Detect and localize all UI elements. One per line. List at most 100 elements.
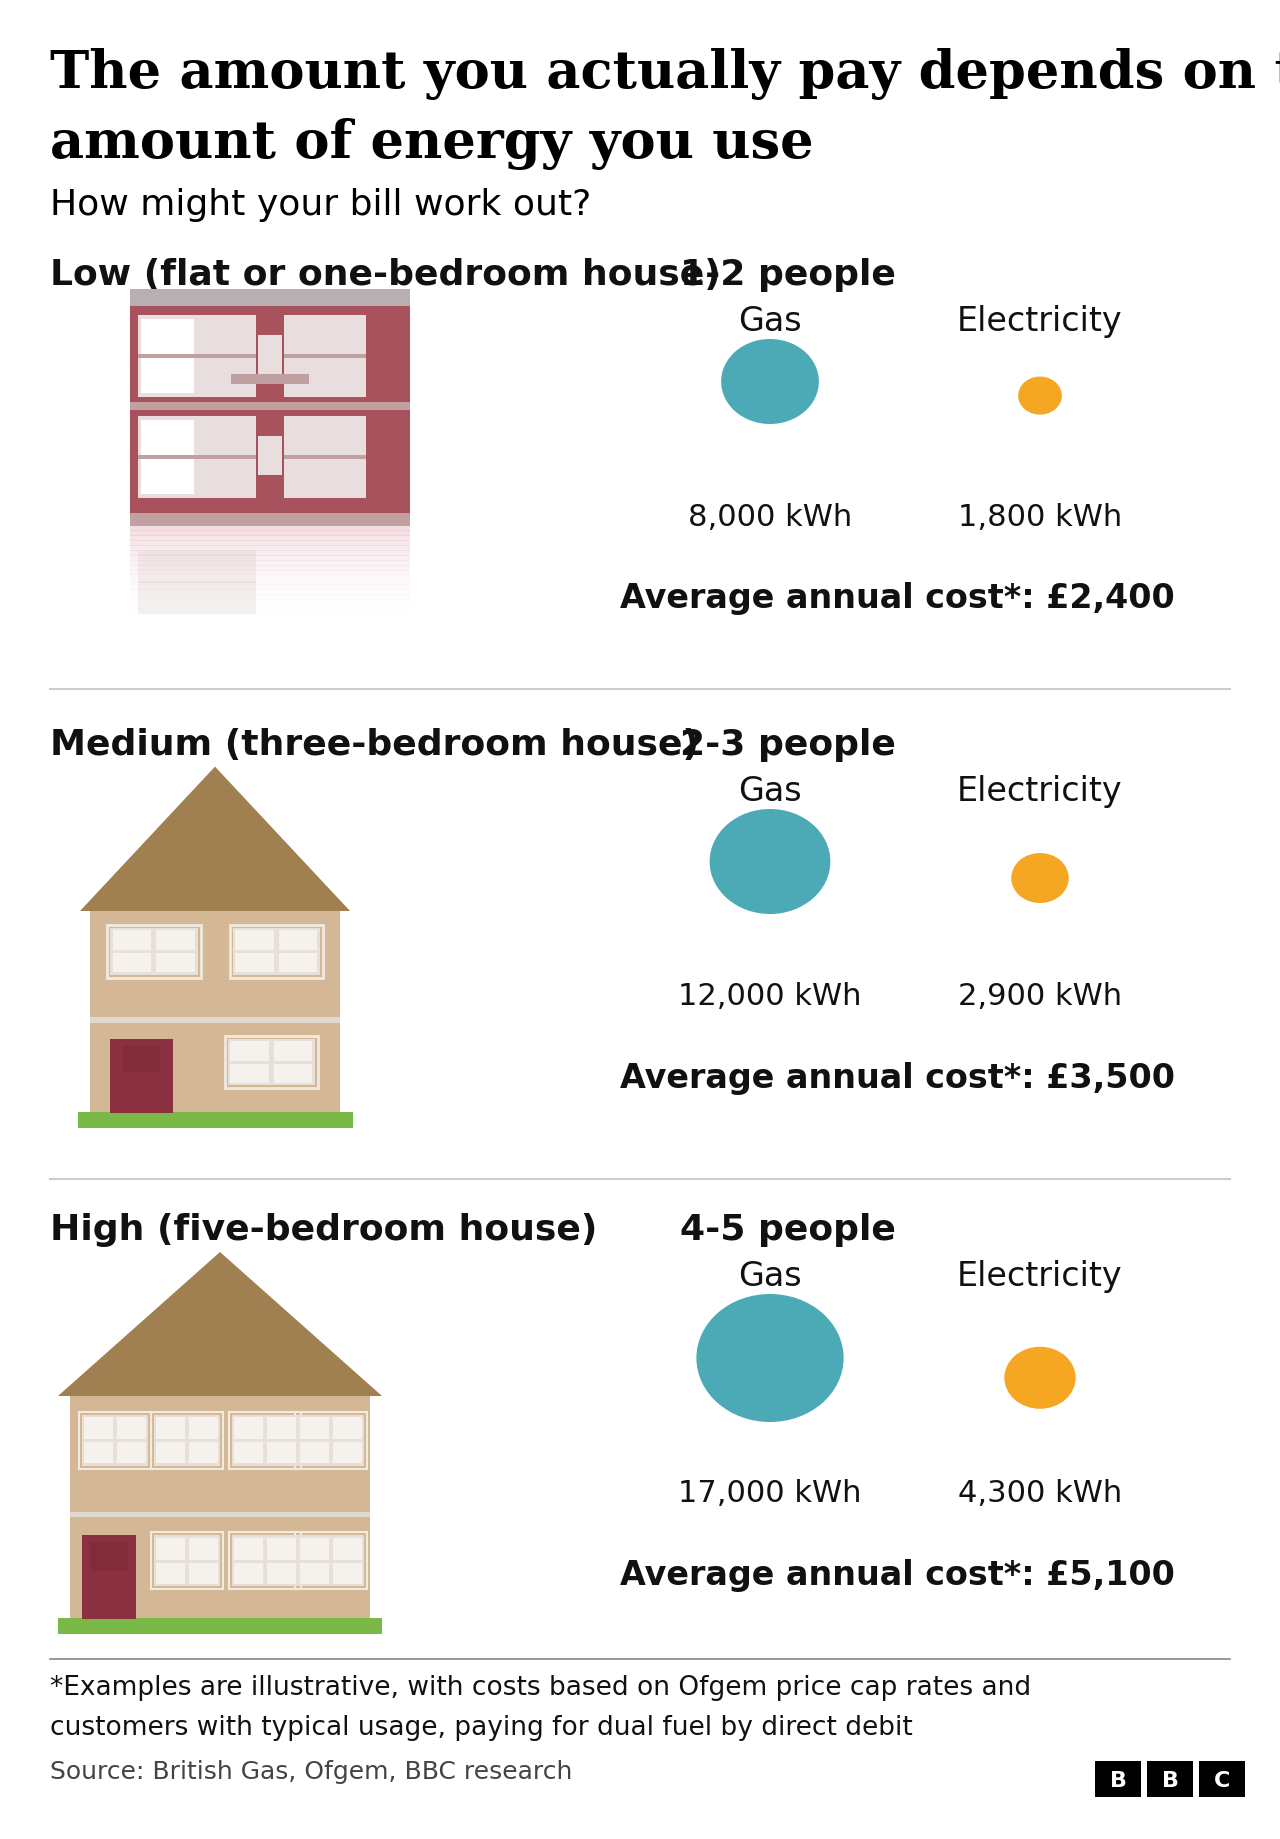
Bar <box>131 585 410 590</box>
Bar <box>82 1440 148 1442</box>
Bar <box>82 1536 136 1618</box>
Bar <box>298 1559 364 1563</box>
Bar <box>298 1414 364 1466</box>
Text: Gas: Gas <box>739 305 801 338</box>
Bar <box>116 1418 146 1464</box>
Ellipse shape <box>1018 377 1062 416</box>
Bar <box>84 1418 113 1464</box>
Bar <box>230 1041 269 1083</box>
Bar <box>156 931 195 973</box>
Bar <box>1094 1762 1140 1797</box>
Text: 4-5 people: 4-5 people <box>680 1212 896 1247</box>
Text: The amount you actually pay depends on the: The amount you actually pay depends on t… <box>50 48 1280 99</box>
Bar <box>284 316 366 397</box>
Bar <box>90 912 340 1124</box>
Bar <box>110 951 197 954</box>
Bar <box>229 1532 301 1589</box>
Bar <box>285 421 321 495</box>
Bar <box>233 929 320 975</box>
Text: Electricity: Electricity <box>957 774 1123 807</box>
Bar <box>131 555 410 561</box>
Ellipse shape <box>721 340 819 425</box>
Bar <box>189 1537 218 1583</box>
Bar <box>156 1418 186 1464</box>
Bar <box>131 565 410 572</box>
Bar <box>232 1559 298 1563</box>
Bar <box>234 1537 262 1583</box>
Bar <box>236 931 274 973</box>
Bar <box>189 1418 218 1464</box>
Text: Electricity: Electricity <box>957 1260 1123 1293</box>
Bar <box>110 1039 173 1114</box>
Text: Medium (three-bedroom house): Medium (three-bedroom house) <box>50 728 699 761</box>
Bar <box>131 531 410 537</box>
Text: Source: British Gas, Ofgem, BBC research: Source: British Gas, Ofgem, BBC research <box>50 1760 572 1784</box>
Bar <box>58 1618 381 1635</box>
Text: Average annual cost*: £2,400: Average annual cost*: £2,400 <box>620 583 1175 616</box>
Text: C: C <box>1213 1769 1230 1789</box>
Bar <box>154 1559 220 1563</box>
Bar <box>70 1396 370 1628</box>
Bar <box>131 520 410 526</box>
Text: 2-3 people: 2-3 people <box>680 728 896 761</box>
Bar <box>233 951 320 954</box>
Bar <box>229 925 323 978</box>
Bar <box>131 590 410 596</box>
Bar <box>268 1537 296 1583</box>
Ellipse shape <box>1005 1346 1075 1409</box>
Bar <box>138 552 256 585</box>
Bar <box>228 1039 315 1085</box>
Text: Average annual cost*: £5,100: Average annual cost*: £5,100 <box>620 1558 1175 1591</box>
Bar <box>131 611 410 616</box>
Bar <box>224 1035 317 1089</box>
Bar <box>110 929 197 975</box>
Bar <box>113 931 151 973</box>
Bar <box>78 1113 352 1127</box>
Text: Low (flat or one-bedroom house): Low (flat or one-bedroom house) <box>50 257 721 292</box>
Text: Gas: Gas <box>739 1260 801 1293</box>
Bar <box>131 600 410 605</box>
Bar <box>154 1440 220 1442</box>
Text: Average annual cost*: £3,500: Average annual cost*: £3,500 <box>620 1061 1175 1094</box>
Bar <box>156 1537 186 1583</box>
Bar <box>131 541 410 546</box>
Bar <box>138 316 256 397</box>
Text: customers with typical usage, paying for dual fuel by direct debit: customers with typical usage, paying for… <box>50 1714 913 1740</box>
Bar <box>260 307 280 520</box>
Bar <box>257 337 283 375</box>
Bar <box>294 1412 367 1469</box>
Bar <box>201 421 253 495</box>
Bar <box>300 1418 329 1464</box>
Bar <box>131 605 410 611</box>
Bar <box>138 355 256 359</box>
Text: 17,000 kWh: 17,000 kWh <box>678 1479 861 1508</box>
Bar <box>298 1440 364 1442</box>
Bar <box>131 596 410 601</box>
Text: *Examples are illustrative, with costs based on Ofgem price cap rates and: *Examples are illustrative, with costs b… <box>50 1673 1032 1699</box>
Bar <box>1199 1762 1245 1797</box>
Bar <box>279 931 317 973</box>
Bar <box>274 1041 312 1083</box>
Bar <box>90 1543 128 1571</box>
Text: B: B <box>1110 1769 1126 1789</box>
Bar <box>131 535 410 541</box>
Bar <box>138 583 256 614</box>
Bar <box>232 1440 298 1442</box>
Ellipse shape <box>696 1295 844 1422</box>
Bar <box>79 1412 151 1469</box>
Bar <box>284 456 366 460</box>
Bar <box>284 355 366 359</box>
Bar <box>329 320 365 394</box>
Bar <box>232 1536 298 1587</box>
Bar <box>298 1536 364 1587</box>
Bar <box>294 1532 367 1589</box>
Bar <box>131 520 410 620</box>
Text: 1-2 people: 1-2 people <box>680 257 896 292</box>
Text: How might your bill work out?: How might your bill work out? <box>50 188 591 223</box>
Bar <box>123 1046 160 1072</box>
Bar <box>131 614 410 622</box>
Text: 8,000 kWh: 8,000 kWh <box>687 502 852 531</box>
Bar <box>138 417 256 498</box>
Bar <box>228 1061 315 1065</box>
Polygon shape <box>58 1252 381 1396</box>
